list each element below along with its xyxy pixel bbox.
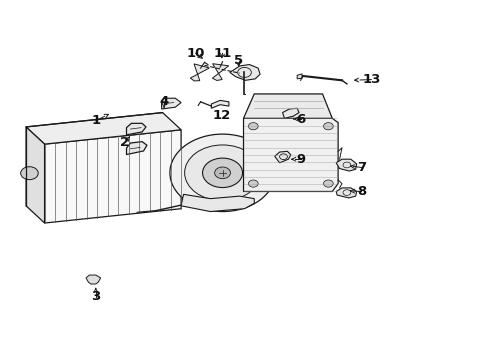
Circle shape [184,145,260,201]
Text: 7: 7 [356,161,366,174]
Text: 11: 11 [213,47,231,60]
Text: 3: 3 [91,290,100,303]
Polygon shape [190,64,209,81]
Text: 2: 2 [120,136,129,149]
Polygon shape [274,151,290,163]
Polygon shape [26,113,181,144]
Text: 4: 4 [159,95,168,108]
Polygon shape [26,127,44,223]
Polygon shape [86,275,101,284]
Text: 12: 12 [212,109,230,122]
Text: 1: 1 [91,114,100,127]
Polygon shape [282,108,299,118]
Polygon shape [212,64,228,80]
Polygon shape [335,188,356,198]
Circle shape [169,134,275,212]
Circle shape [248,180,258,187]
Text: 13: 13 [361,73,380,86]
Text: 10: 10 [186,47,204,60]
Circle shape [214,167,230,179]
Polygon shape [126,141,147,154]
Polygon shape [126,123,146,135]
Polygon shape [229,64,260,80]
Polygon shape [243,94,331,118]
Polygon shape [335,159,356,171]
Polygon shape [211,100,228,108]
Circle shape [323,180,332,187]
Circle shape [202,158,242,188]
Polygon shape [181,194,254,212]
Polygon shape [243,118,337,192]
Circle shape [20,167,38,180]
Text: 6: 6 [296,113,305,126]
Text: 8: 8 [356,185,366,198]
Polygon shape [297,74,302,79]
Circle shape [323,123,332,130]
Circle shape [248,123,258,130]
Polygon shape [161,98,181,109]
Polygon shape [44,130,181,223]
Text: 9: 9 [296,153,305,166]
Text: 5: 5 [234,54,243,67]
